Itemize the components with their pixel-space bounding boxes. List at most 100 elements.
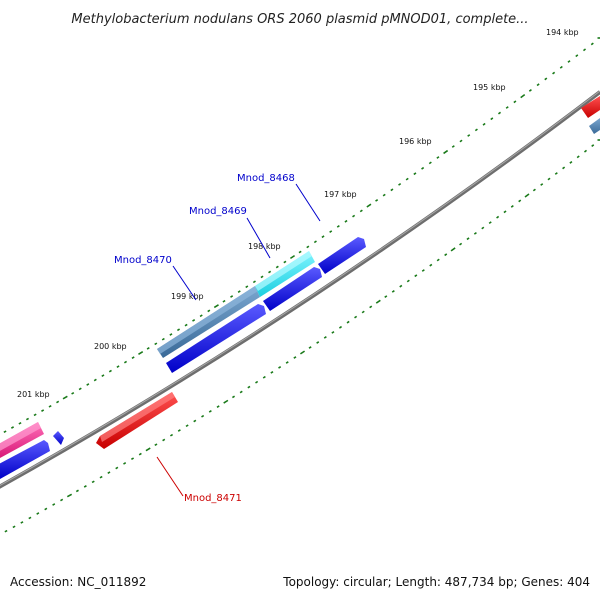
tick-mark: [36, 512, 40, 515]
tick-labels: 194 kbp 195 kbp 196 kbp 197 kbp 198 kbp …: [17, 28, 579, 399]
tick-mark: [20, 521, 24, 524]
tick-mark: [268, 270, 272, 274]
tick-mark: [321, 235, 325, 239]
tick-label: 196 kbp: [399, 137, 432, 146]
tick-mark: [329, 230, 333, 233]
tick-label: 200 kbp: [94, 342, 127, 351]
tick-mark: [60, 498, 64, 502]
tick-mark: [52, 503, 56, 506]
tick-mark: [503, 210, 507, 214]
tick-mark: [597, 37, 600, 39]
tick-mark: [270, 371, 274, 374]
tick-mark: [278, 366, 282, 369]
tick-mark: [161, 337, 165, 341]
tick-mark: [338, 325, 343, 329]
tick-mark: [590, 42, 594, 46]
tick-mark: [313, 240, 317, 244]
tick-mark: [421, 166, 425, 170]
tick-mark: [145, 447, 151, 452]
tick-mark: [366, 203, 372, 208]
tick-mark: [467, 134, 471, 137]
gene-mnod-8471[interactable]: [96, 392, 178, 449]
tick-mark: [361, 310, 365, 314]
gene-blue-3[interactable]: [318, 237, 366, 274]
tick-mark: [75, 489, 79, 493]
tick-mark: [569, 160, 573, 164]
tick-mark: [382, 193, 386, 197]
tick-mark: [436, 258, 440, 262]
tick-mark: [299, 350, 306, 355]
tick-mark: [177, 429, 181, 432]
tick-mark: [293, 356, 297, 359]
gene-mnod-8470[interactable]: [157, 286, 260, 358]
tick-mark: [421, 269, 425, 272]
tick-mark: [496, 215, 500, 219]
gene-pink-left[interactable]: [0, 422, 44, 458]
tick-mark: [138, 351, 144, 355]
tick-mark: [169, 433, 174, 437]
tick-mark: [597, 139, 600, 141]
tick-mark: [207, 309, 211, 313]
tick-mark: [237, 290, 241, 293]
tick-label: 201 kbp: [17, 390, 50, 399]
tick-mark: [308, 346, 312, 349]
gene-steel-topright[interactable]: [589, 118, 600, 134]
tick-mark: [222, 299, 226, 303]
tick-mark: [201, 414, 205, 418]
tick-mark: [352, 214, 356, 218]
inner-tick-ring: [4, 139, 600, 533]
tick-mark: [123, 360, 128, 364]
tick-mark: [482, 122, 486, 126]
tick-mark: [285, 361, 289, 364]
blue-arrow-genes: [0, 237, 366, 479]
tick-mark: [544, 77, 548, 81]
tick-mark: [359, 209, 363, 213]
tick-mark: [552, 71, 556, 75]
gene-blue-2[interactable]: [263, 267, 322, 311]
tick-mark: [436, 156, 440, 159]
tick-mark: [138, 452, 142, 456]
tick-label: 197 kbp: [324, 190, 357, 199]
outer-tick-ring: [3, 37, 600, 434]
tick-mark: [4, 529, 8, 533]
tick-mark: [223, 399, 229, 404]
tick-mark: [193, 419, 197, 423]
genome-summary-text: Topology: circular; Length: 487,734 bp; …: [282, 575, 590, 589]
tick-mark: [33, 413, 37, 417]
gene-red-topright[interactable]: [581, 96, 600, 118]
gene-blue-left[interactable]: [0, 440, 50, 479]
tick-mark: [473, 231, 477, 235]
tick-mark: [247, 385, 251, 389]
tick-mark: [83, 485, 87, 488]
tick-mark: [369, 305, 373, 309]
tick-mark: [540, 183, 544, 186]
tick-mark: [513, 100, 517, 104]
tick-mark: [532, 188, 536, 192]
tick-mark: [213, 304, 219, 309]
tick-mark: [488, 221, 492, 225]
gene-blue-1[interactable]: [166, 304, 266, 373]
leader-lines: [156, 183, 321, 497]
gene-label[interactable]: Mnod_8470: [114, 255, 172, 266]
gene-mnod-8469[interactable]: [255, 251, 315, 297]
tick-mark: [239, 390, 243, 394]
gene-label[interactable]: Mnod_8469: [189, 206, 247, 217]
gene-blue-small[interactable]: [53, 431, 64, 445]
tick-mark: [3, 430, 7, 434]
tick-mark: [398, 183, 402, 186]
tick-mark: [591, 144, 595, 148]
tick-mark: [44, 507, 48, 511]
tick-mark: [316, 341, 320, 344]
tick-mark: [562, 166, 566, 170]
tick-mark: [466, 237, 470, 241]
tick-mark: [252, 280, 256, 284]
tick-mark: [107, 471, 111, 474]
gene-label[interactable]: Mnod_8468: [237, 173, 295, 184]
tick-mark: [275, 265, 279, 269]
gene-label[interactable]: Mnod_8471: [184, 493, 242, 504]
plasmid-backbone-highlight: [0, 90, 600, 486]
tick-mark: [66, 493, 73, 498]
tick-mark: [154, 342, 158, 346]
accession-text: Accession: NC_011892: [10, 575, 146, 589]
tick-mark: [413, 172, 417, 176]
